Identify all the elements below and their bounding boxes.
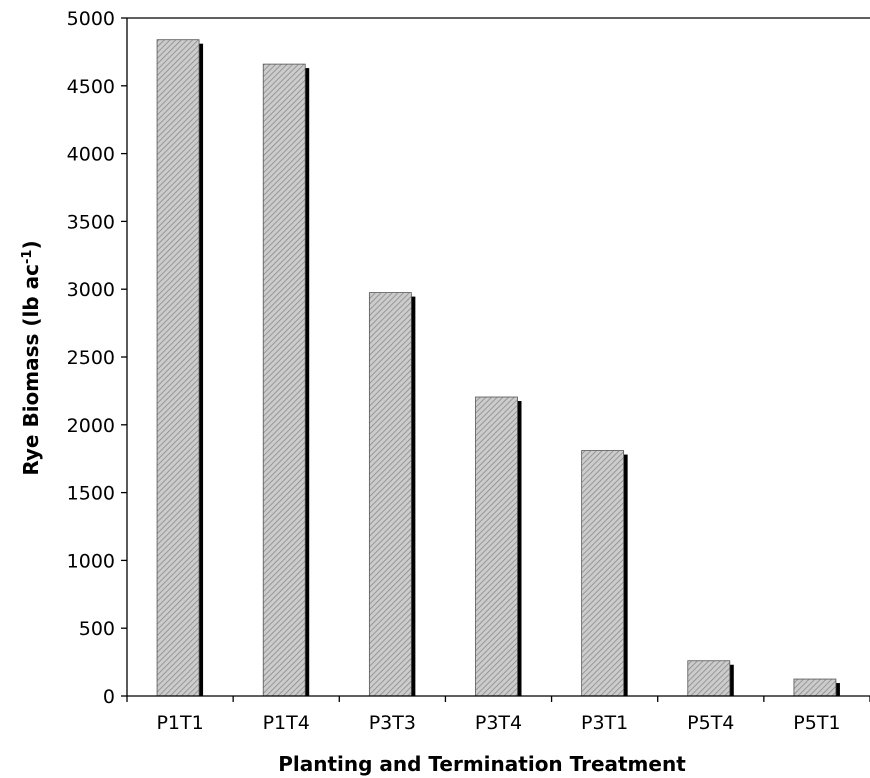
bar-p3t3 (368, 292, 412, 697)
y-tick-label: 3500 (67, 211, 115, 233)
bar-p3t1 (581, 450, 625, 697)
y-tick-label: 1000 (67, 550, 115, 572)
x-axis-title: Planting and Termination Treatment (278, 752, 686, 776)
y-axis-title-close: ) (19, 240, 43, 249)
y-axis-title-sup: -1 (20, 250, 35, 264)
y-tick-label: 4000 (67, 144, 115, 166)
bar-p1t1 (156, 39, 200, 697)
x-tick-label: P3T3 (369, 712, 416, 734)
x-tick-label: P5T4 (687, 712, 734, 734)
y-tick-label: 4500 (67, 76, 115, 98)
y-ticks: 0 500 1000 1500 2000 2500 3000 3500 4000 4500 5000 (67, 8, 127, 708)
y-tick-label: 3000 (67, 279, 115, 301)
x-tick-label: P3T1 (581, 712, 628, 734)
bar-p5t4 (687, 660, 731, 697)
y-tick-label: 0 (103, 686, 115, 708)
x-tick-label: P3T4 (475, 712, 522, 734)
x-ticks: P1T1 P1T4 P3T3 P3T4 P3T1 P5T4 P5T1 (126, 696, 870, 734)
bars-layer (156, 39, 840, 697)
y-axis-title: Rye Biomass (lb ac-1) (19, 240, 43, 475)
y-tick-label: 1500 (67, 483, 115, 505)
bar-p3t4 (475, 396, 518, 697)
y-tick-label: 2000 (67, 415, 115, 437)
x-tick-label: P1T4 (263, 712, 310, 734)
bar-p5t1 (793, 678, 837, 697)
x-tick-label: P5T1 (793, 712, 840, 734)
y-axis-title-main: Rye Biomass (lb ac (19, 264, 43, 476)
x-tick-label: P1T1 (156, 712, 203, 734)
bar-p1t4 (262, 63, 306, 697)
y-tick-label: 500 (79, 618, 115, 640)
y-tick-label: 5000 (67, 8, 115, 30)
y-tick-label: 2500 (67, 347, 115, 369)
